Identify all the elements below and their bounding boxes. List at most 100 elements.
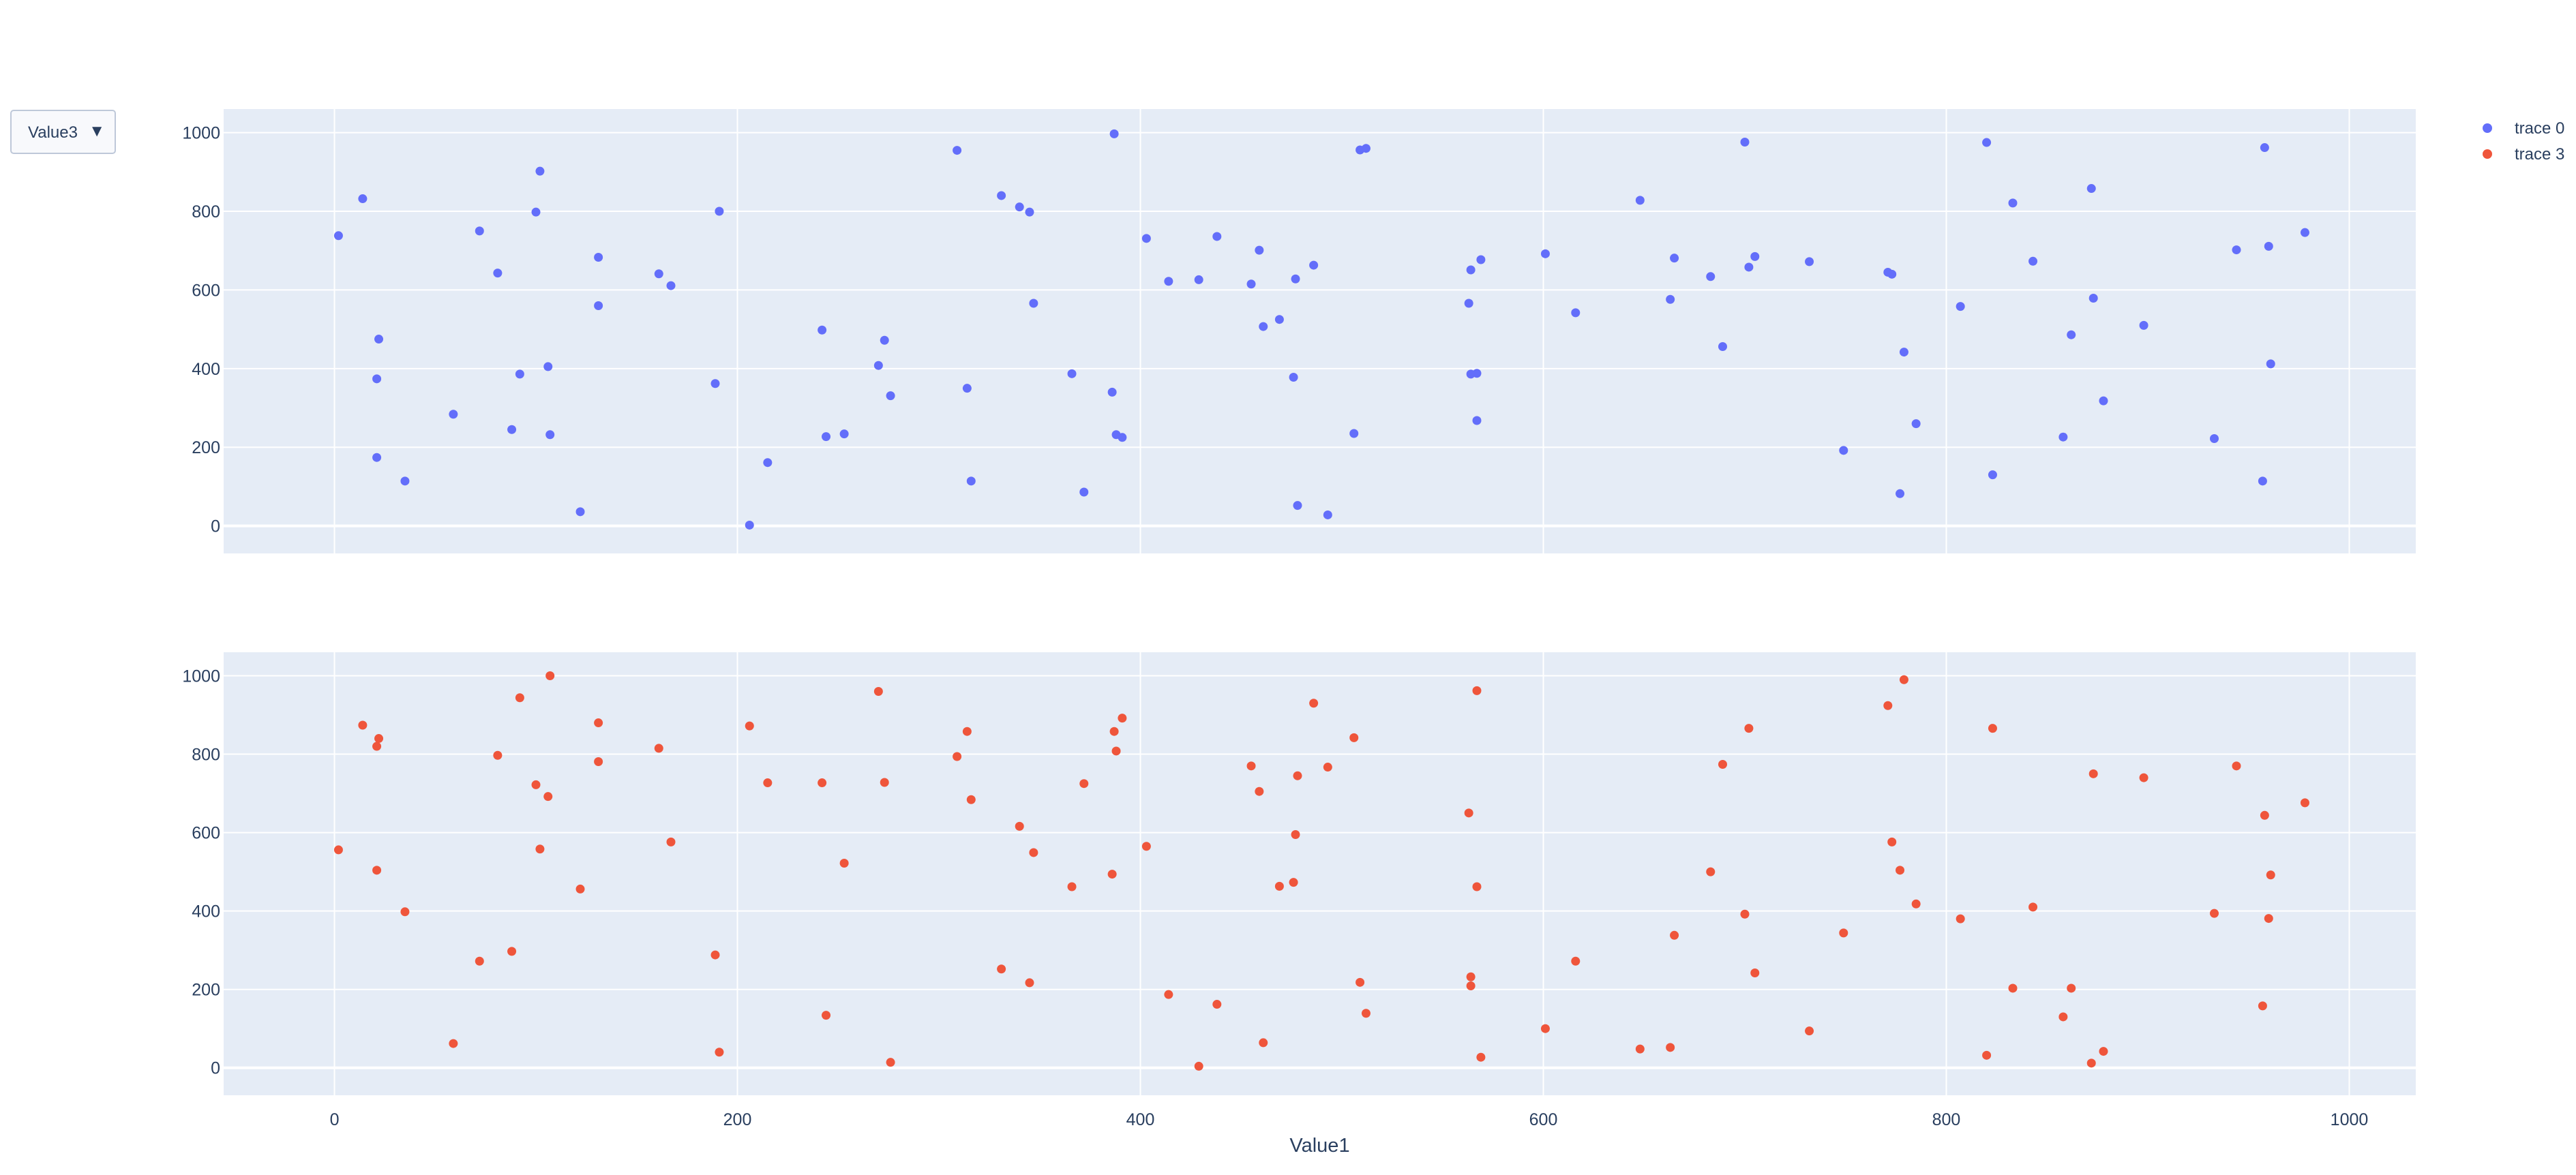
legend-item[interactable]: trace 0 [2483, 119, 2564, 138]
data-point-top [2260, 143, 2269, 153]
data-point-top [880, 335, 889, 345]
data-point-bottom [1750, 968, 1760, 978]
data-point-top [1025, 207, 1034, 217]
data-point-bottom [449, 1039, 458, 1048]
data-point-bottom [953, 752, 962, 761]
data-point-bottom [2086, 1058, 2096, 1068]
data-point-bottom [839, 858, 849, 868]
data-point-bottom [1670, 930, 1679, 940]
data-point-top [1472, 416, 1482, 425]
data-point-bottom [1982, 1050, 1992, 1060]
data-point-bottom [1464, 808, 1473, 818]
data-point-top [953, 146, 962, 155]
data-point-top [1255, 245, 1264, 255]
data-point-top [745, 520, 754, 530]
data-point-bottom [1883, 701, 1893, 710]
data-point-bottom [880, 778, 889, 787]
data-point-bottom [1293, 771, 1302, 780]
data-point-top [372, 374, 382, 384]
y-tick-label-bottom: 400 [192, 902, 220, 921]
x-tick-label: 400 [1126, 1110, 1155, 1129]
data-point-top [966, 476, 976, 486]
data-point-bottom [1666, 1043, 1675, 1052]
data-point-bottom [1107, 870, 1117, 879]
data-point-top [1666, 294, 1675, 304]
data-point-bottom [543, 792, 553, 802]
data-point-bottom [1472, 882, 1482, 891]
data-point-bottom [475, 956, 484, 966]
data-point-bottom [1067, 882, 1077, 891]
data-point-top [1194, 275, 1203, 284]
data-point-top [2088, 294, 2098, 303]
data-point-top [1464, 299, 1473, 308]
data-point-top [2300, 228, 2309, 237]
data-point-bottom [1079, 779, 1089, 789]
data-point-top [1476, 255, 1486, 264]
data-point-top [2210, 434, 2219, 444]
data-point-top [2264, 241, 2273, 251]
data-point-top [818, 325, 827, 335]
data-point-bottom [1164, 990, 1173, 999]
data-point-top [449, 410, 458, 419]
data-point-top [545, 430, 555, 440]
data-point-top [1079, 487, 1089, 497]
data-point-bottom [372, 866, 382, 875]
data-point-top [1706, 272, 1716, 281]
data-point-top [1805, 257, 1814, 266]
y-tick-label-top: 600 [192, 281, 220, 300]
x-tick-label: 800 [1932, 1110, 1961, 1129]
data-point-bottom [358, 720, 368, 730]
data-point-top [1164, 277, 1173, 286]
data-point-bottom [1706, 867, 1716, 876]
data-point-bottom [1571, 956, 1581, 966]
data-point-bottom [374, 734, 384, 744]
data-point-bottom [1015, 821, 1024, 831]
data-point-top [515, 369, 524, 379]
data-point-bottom [2300, 798, 2309, 808]
data-point-top [1309, 260, 1319, 270]
data-point-top [2139, 320, 2148, 330]
data-point-top [2266, 359, 2275, 369]
data-point-top [594, 301, 603, 310]
data-point-top [333, 231, 343, 241]
data-point-bottom [400, 907, 410, 917]
data-point-bottom [1956, 914, 1965, 924]
data-point-top [1015, 202, 1024, 212]
plot-background-bottom [224, 652, 2416, 1095]
variable-dropdown[interactable]: Value3 ▼ [10, 110, 116, 154]
data-point-bottom [2058, 1012, 2068, 1022]
data-point-top [1472, 369, 1482, 378]
legend-marker-icon [2483, 149, 2492, 159]
data-point-bottom [1466, 981, 1476, 991]
legend[interactable]: trace 0 trace 3 [2483, 119, 2564, 164]
data-point-top [1988, 470, 1997, 480]
y-tick-label-bottom: 0 [211, 1059, 220, 1078]
data-point-top [654, 269, 663, 279]
data-point-top [1293, 501, 1302, 510]
data-point-bottom [2099, 1047, 2108, 1056]
data-point-top [475, 226, 484, 236]
data-point-top [1029, 299, 1038, 308]
legend-item[interactable]: trace 3 [2483, 145, 2564, 164]
data-point-top [1323, 510, 1332, 519]
data-point-top [1718, 342, 1727, 352]
data-point-top [2258, 476, 2267, 486]
legend-label: trace 3 [2515, 145, 2564, 164]
y-tick-label-top: 200 [192, 438, 220, 457]
data-point-bottom [1025, 978, 1034, 988]
y-tick-label-bottom: 1000 [182, 667, 220, 686]
data-point-top [710, 379, 720, 388]
data-point-bottom [763, 778, 773, 788]
data-point-bottom [1988, 724, 1997, 733]
data-point-top [997, 191, 1006, 200]
subplot-top: 0 200 400 600 800 1000 [182, 109, 2416, 553]
data-point-top [2008, 198, 2018, 208]
data-point-bottom [372, 742, 382, 751]
y-tick-label-top: 800 [192, 202, 220, 222]
data-point-bottom [1911, 899, 1921, 909]
data-point-bottom [654, 744, 663, 753]
data-point-top [1887, 269, 1897, 279]
data-point-bottom [1289, 878, 1298, 887]
data-point-bottom [507, 947, 517, 956]
data-point-top [873, 361, 883, 370]
